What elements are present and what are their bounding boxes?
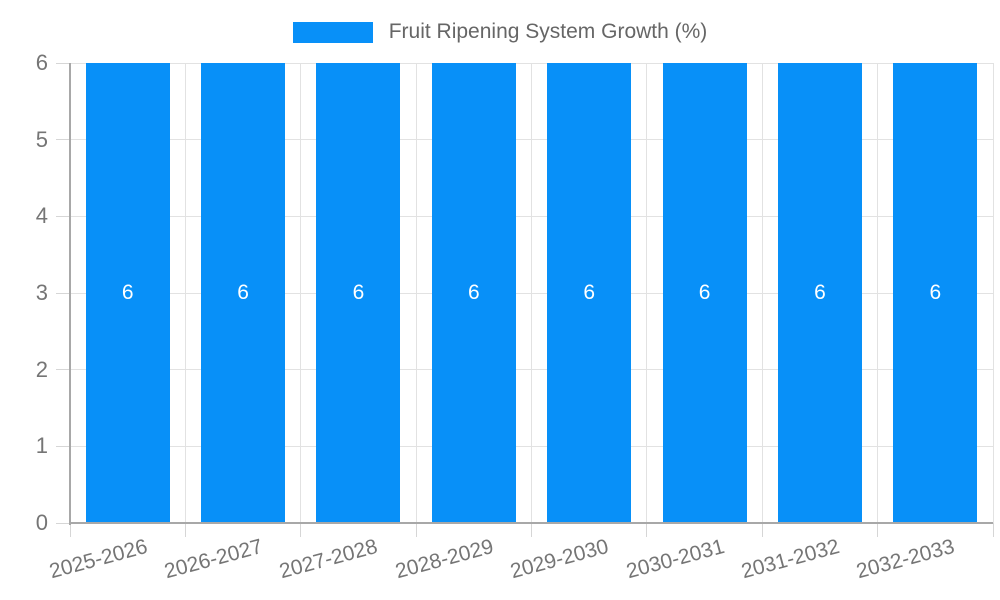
y-tick-mark [56, 215, 70, 217]
y-tick-label: 5 [35, 126, 48, 152]
bar-2032-2033: 6 [893, 63, 978, 522]
x-gridline [992, 63, 994, 523]
bar-value-label: 6 [237, 281, 249, 304]
bar-2031-2032: 6 [777, 63, 862, 522]
x-axis-line [70, 522, 993, 524]
x-gridline [531, 63, 532, 523]
y-tick-label: 2 [35, 356, 48, 382]
y-tick-label: 1 [35, 433, 48, 459]
bar-value-label: 6 [583, 281, 596, 304]
y-tick-mark [56, 62, 70, 64]
legend-swatch [292, 21, 373, 43]
y-tick-label: 4 [35, 203, 48, 229]
x-tick-mark [531, 523, 532, 537]
x-tick-mark [761, 523, 763, 537]
x-gridline [646, 63, 648, 523]
legend-label: Fruit Ripening System Growth (%) [388, 20, 708, 43]
bar-2027-2028: 6 [316, 63, 401, 522]
bar-2030-2031: 6 [662, 63, 747, 522]
bar-2029-2030: 6 [547, 63, 632, 522]
x-gridline [184, 63, 186, 523]
y-tick-mark [56, 292, 70, 294]
bar-value-label: 6 [929, 281, 942, 304]
y-tick-label: 0 [35, 510, 48, 535]
y-tick-label: 6 [35, 50, 48, 75]
bar-value-label: 6 [814, 281, 826, 304]
bar-2026-2027: 6 [201, 63, 286, 522]
chart-legend[interactable]: Fruit Ripening System Growth (%) [0, 20, 1000, 44]
bar-value-label: 6 [121, 281, 134, 304]
y-tick-mark [56, 369, 70, 371]
x-gridline [877, 63, 879, 523]
x-gridline [300, 63, 302, 523]
bar-2025-2026: 6 [85, 63, 170, 522]
bar-value-label: 6 [352, 281, 365, 304]
y-tick-mark [56, 139, 70, 141]
bar-2028-2029: 6 [431, 63, 516, 522]
x-tick-mark [992, 523, 994, 537]
x-tick-mark [415, 523, 417, 537]
bar-value-label: 6 [698, 281, 711, 304]
x-tick-mark [69, 523, 71, 537]
bar-value-label: 6 [467, 281, 480, 304]
x-gridline [761, 63, 763, 523]
y-tick-mark [56, 445, 70, 447]
y-tick-mark [56, 522, 70, 524]
x-tick-mark [877, 523, 879, 537]
x-gridline [415, 63, 417, 523]
x-tick-mark [300, 523, 302, 537]
x-tick-mark [646, 523, 648, 537]
y-axis-line [69, 63, 71, 525]
x-tick-mark [184, 523, 186, 537]
y-tick-label: 3 [35, 280, 48, 305]
